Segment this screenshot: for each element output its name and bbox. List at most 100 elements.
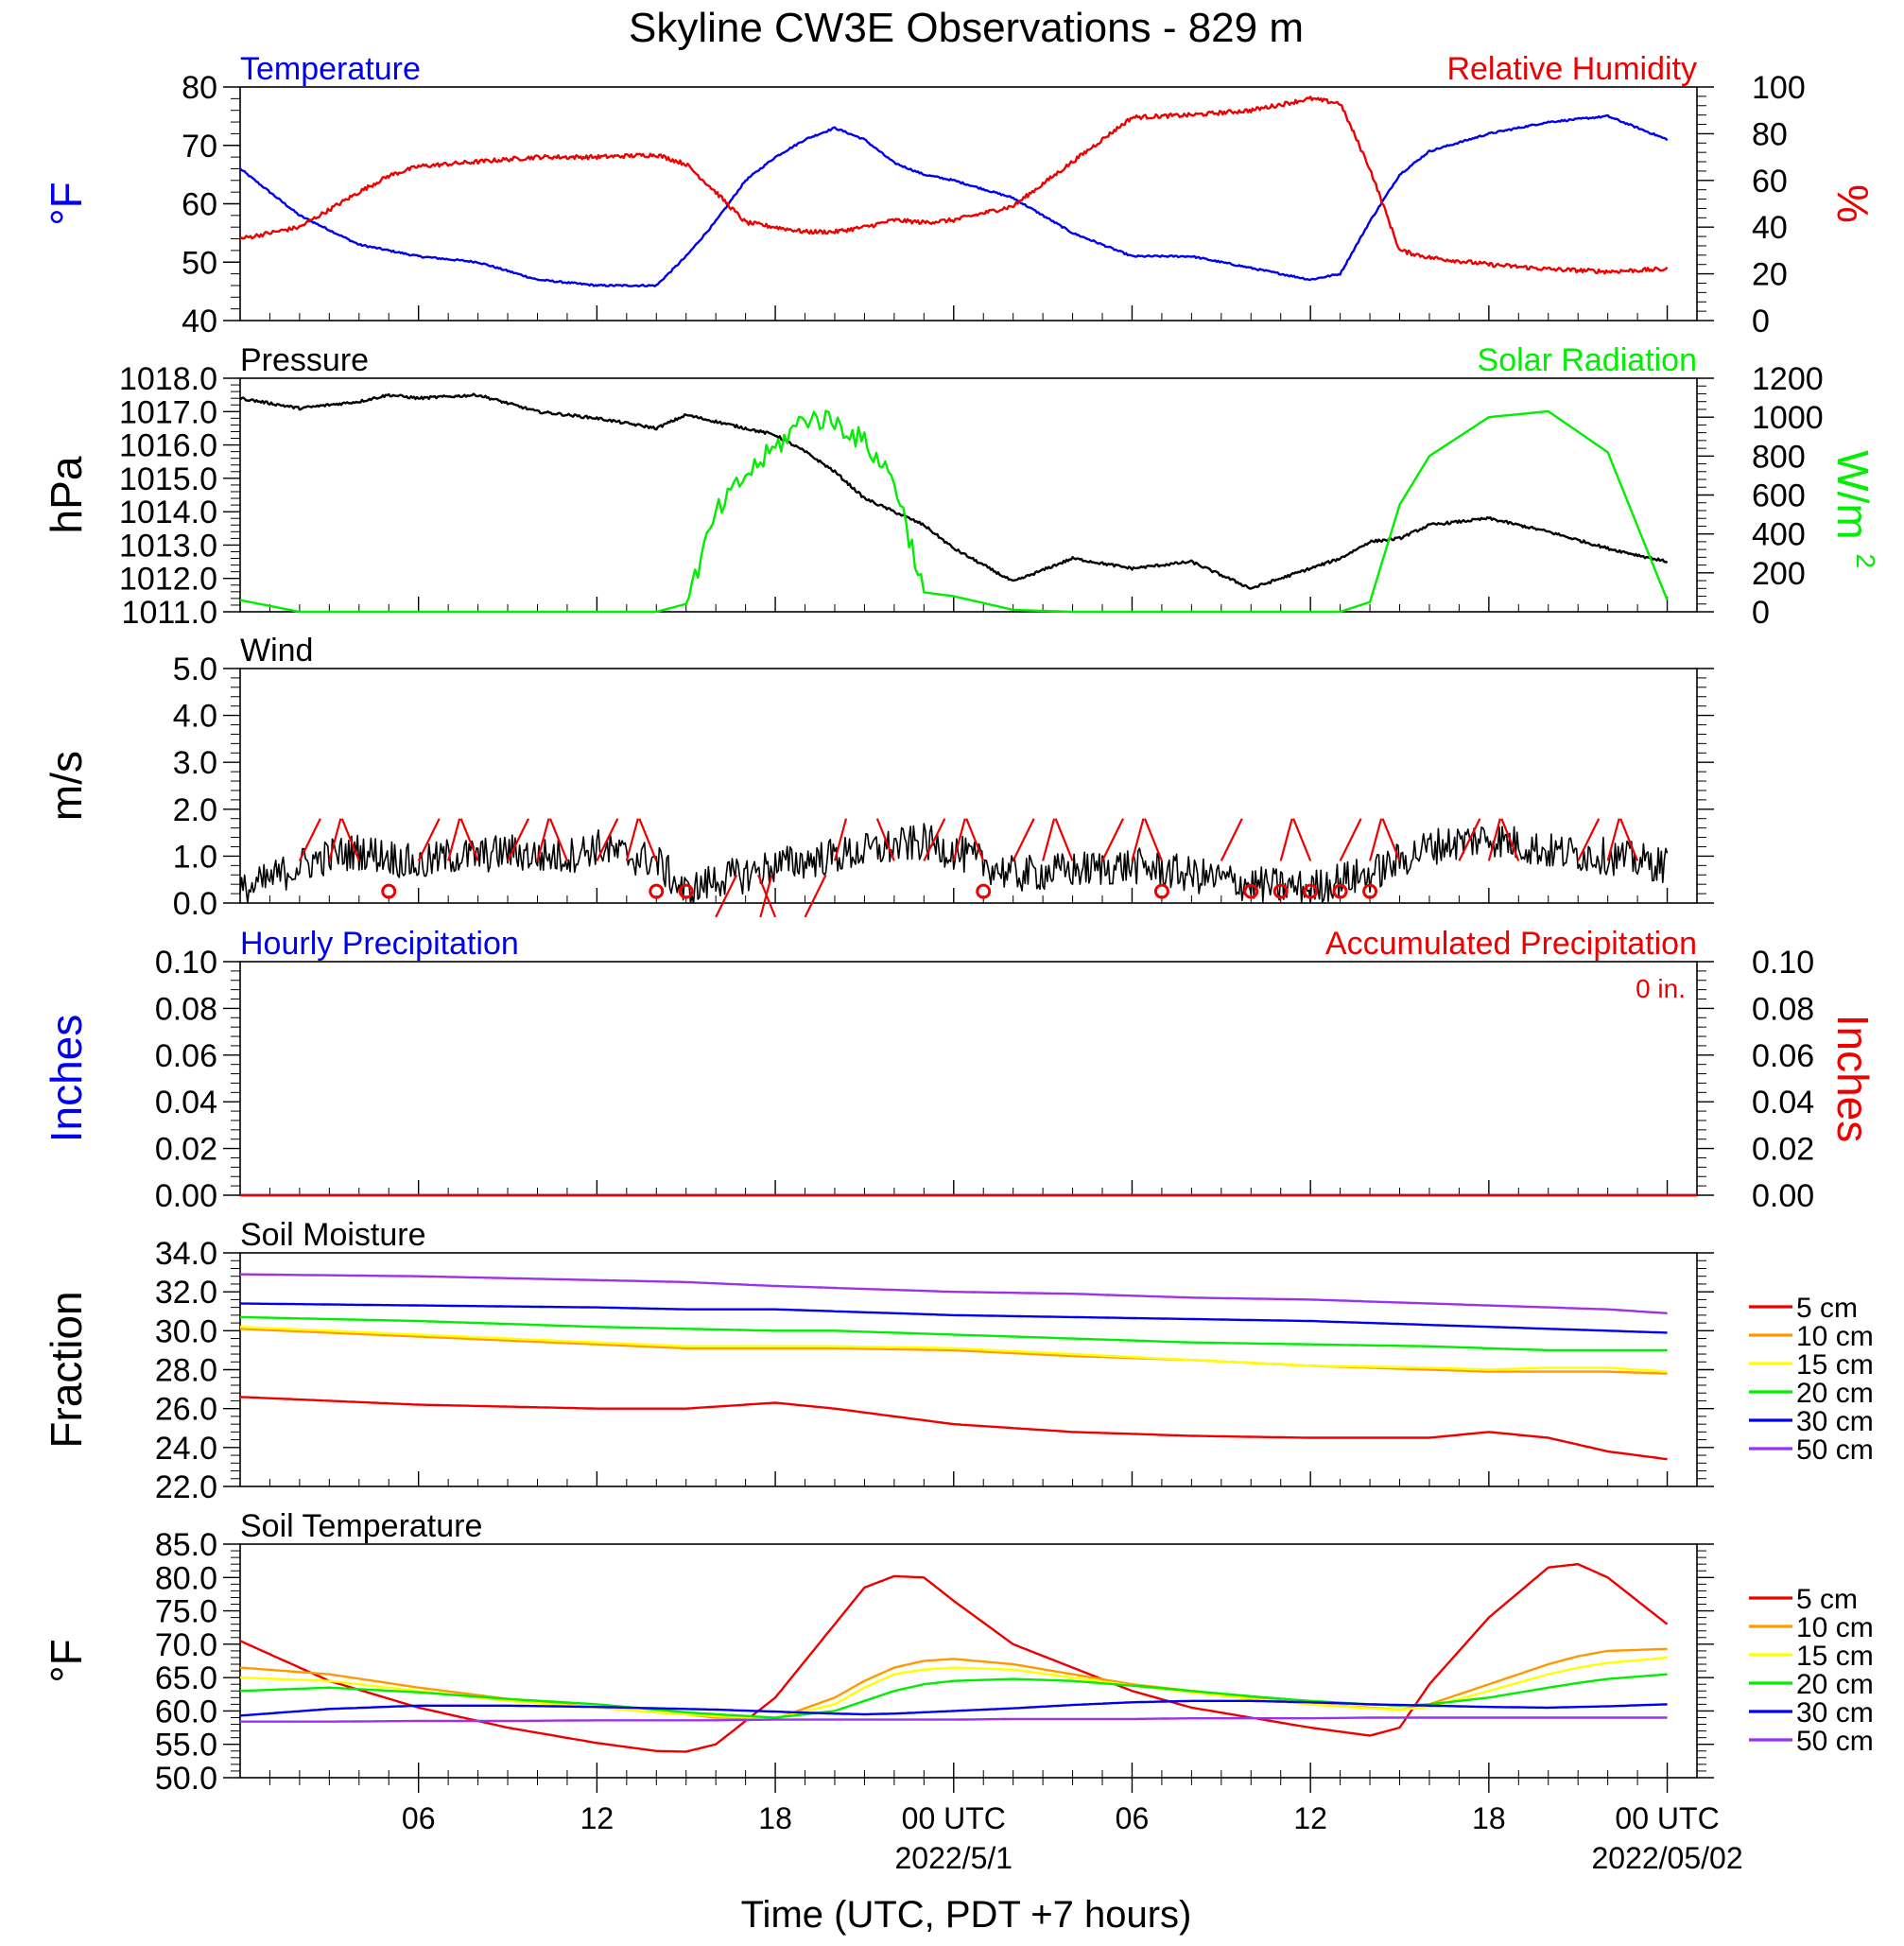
y-axis-label-left: Inches: [42, 1015, 91, 1143]
x-tick-label: 18: [758, 1801, 792, 1835]
wind-barb: [328, 818, 342, 861]
wind-barb: [536, 818, 550, 861]
wind-barb: [1487, 818, 1501, 861]
x-tick-label: 00 UTC: [1615, 1801, 1719, 1835]
wind-barb: [1101, 818, 1125, 861]
y-tick-label: 70: [182, 129, 217, 165]
panel-wind: 0.0 1.0 2.0 3.0 4.0 5.0 Wind m/s: [42, 633, 1714, 922]
y-tick-label-right: 600: [1752, 478, 1806, 514]
x-tick-label: 18: [1472, 1801, 1506, 1835]
y-tick-label: 0.02: [155, 1132, 217, 1168]
y-tick-label: 22.0: [155, 1469, 217, 1505]
wind-barb: [833, 818, 848, 861]
panel-soil_temperature: 50.055.060.065.070.075.080.085.0 Soil Tem…: [42, 1508, 1874, 1797]
wind-barb: [1619, 818, 1639, 861]
y-tick-label: 50: [182, 245, 217, 281]
y-tick-label: 60: [182, 187, 217, 223]
panel-temperature_humidity: 40 50 60 70 80 0 20 40 60 80 100 Temperature Relativ…: [42, 51, 1878, 339]
panel-title-right: Solar Radiation: [1478, 342, 1697, 378]
wind-barb: [1381, 818, 1401, 861]
series-line-15-cm: [239, 1326, 1668, 1373]
y-axis-label-right: %: [1828, 184, 1878, 223]
legend-label: 20 cm: [1796, 1378, 1874, 1409]
y-tick-label: 80.0: [155, 1560, 217, 1596]
legend-label: 20 cm: [1796, 1669, 1874, 1700]
wind-barb: [875, 818, 895, 861]
y-tick-label: 0.0: [173, 886, 217, 922]
y-tick-label-right: 80: [1752, 116, 1788, 152]
x-date-label: 2022/05/02: [1591, 1841, 1742, 1875]
wind-barb: [757, 874, 777, 918]
wind-barb: [1220, 818, 1243, 861]
y-tick-label: 28.0: [155, 1353, 217, 1389]
y-tick-label-right: 0.00: [1752, 1178, 1814, 1214]
legend-label: 50 cm: [1796, 1726, 1874, 1757]
panel-title-left: Soil Temperature: [240, 1508, 482, 1544]
y-tick-label-right: 0.06: [1752, 1038, 1814, 1074]
panel-title-right: Relative Humidity: [1446, 51, 1697, 87]
y-tick-label-right: 200: [1752, 556, 1806, 592]
panel-precipitation: 0.00 0.02 0.04 0.06 0.08 0.10 0.00 0.02 0.04 0.06…: [42, 926, 1878, 1214]
x-tick-label: 06: [402, 1801, 436, 1835]
y-tick-label: 1017.0: [119, 394, 217, 430]
y-tick-label: 26.0: [155, 1392, 217, 1428]
wind-barb: [1012, 818, 1035, 861]
wind-barb: [459, 818, 479, 861]
legend-label: 10 cm: [1796, 1321, 1874, 1352]
wind-barb: [596, 818, 619, 861]
plot-frame: [239, 1543, 1698, 1779]
calm-wind-marker: [678, 883, 694, 899]
series-line-50-cm: [240, 1716, 1668, 1723]
wind-barb: [340, 818, 360, 861]
wind-barb: [715, 874, 738, 918]
y-tick-label: 0.08: [155, 991, 217, 1027]
calm-wind-marker: [649, 883, 665, 899]
y-tick-label: 50.0: [155, 1761, 217, 1797]
accumulation-annotation: 0 in.: [1636, 974, 1686, 1003]
wind-barb: [804, 874, 827, 918]
y-tick-label: 3.0: [173, 745, 217, 781]
panel-title-left: Temperature: [240, 51, 421, 87]
wind-barb: [1042, 818, 1056, 861]
wind-barb: [1131, 818, 1145, 861]
legend-label: 50 cm: [1796, 1434, 1874, 1466]
panel-title-left: Hourly Precipitation: [240, 926, 519, 962]
y-tick-label: 1018.0: [119, 361, 217, 397]
series-line-5-cm: [239, 1396, 1668, 1461]
y-tick-label-right: 800: [1752, 439, 1806, 475]
y-tick-label: 1011.0: [122, 595, 217, 631]
series-line-temperature: [239, 113, 1669, 287]
wind-barb: [1054, 818, 1074, 861]
y-tick-label: 32.0: [155, 1275, 217, 1311]
y-tick-label: 0.06: [155, 1038, 217, 1074]
panel-title-right: Accumulated Precipitation: [1325, 926, 1697, 962]
y-axis-label-right: Inches: [1828, 1015, 1878, 1143]
calm-wind-marker: [381, 883, 397, 899]
y-tick-label: 0.10: [155, 945, 217, 981]
x-date-label: 2022/5/1: [894, 1841, 1013, 1875]
calm-wind-marker: [1362, 883, 1378, 899]
y-tick-label: 0.04: [155, 1085, 217, 1121]
y-tick-label: 65.0: [155, 1660, 217, 1696]
series-line-wind: [239, 823, 1669, 904]
y-axis-label-left: hPa: [42, 456, 91, 533]
x-axis-label: Time (UTC, PDT +7 hours): [741, 1894, 1192, 1936]
panel-title-left: Soil Moisture: [240, 1217, 426, 1253]
y-tick-label: 70.0: [155, 1627, 217, 1663]
wind-barb: [507, 818, 530, 861]
wind-barb: [1577, 818, 1601, 861]
y-tick-label-right: 0.08: [1752, 991, 1814, 1027]
y-tick-label: 55.0: [155, 1728, 217, 1764]
panel-soil_moisture: 22.024.026.028.0 30.032.034.0 Soil Moistur…: [42, 1217, 1874, 1505]
y-tick-label-right: 1200: [1752, 361, 1824, 397]
y-axis-label-right: W/m: [1828, 450, 1878, 540]
y-tick-label: 1015.0: [119, 461, 217, 497]
wind-barb: [625, 818, 639, 861]
y-tick-label: 60.0: [155, 1694, 217, 1729]
wind-barb: [965, 818, 985, 861]
y-tick-label: 1.0: [173, 839, 217, 875]
wind-barb: [638, 818, 658, 861]
legend-label: 15 cm: [1796, 1641, 1874, 1672]
